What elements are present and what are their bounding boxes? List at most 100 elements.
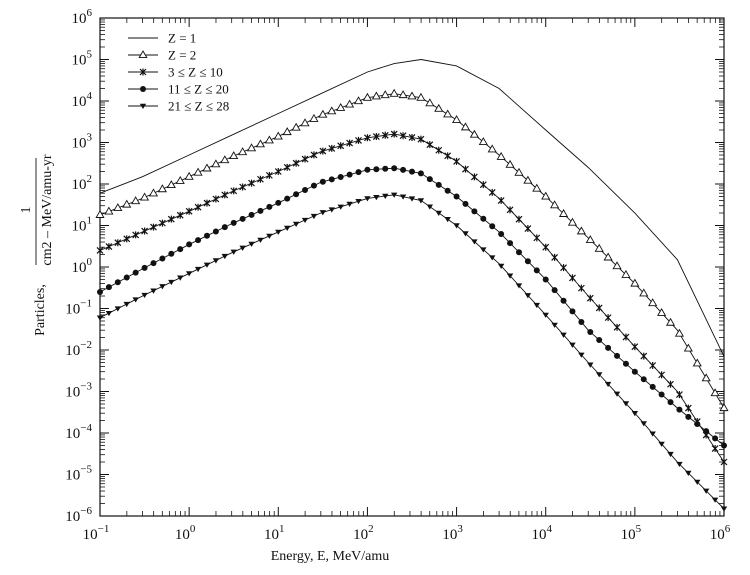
series-marker [273,131,283,140]
series-marker [514,167,524,176]
series-marker [221,253,228,260]
series-marker [327,106,337,115]
series-marker [212,195,220,203]
series-marker [185,271,193,277]
series-marker [97,288,103,295]
series-marker [132,297,139,303]
series-marker [257,207,264,214]
series-marker [390,192,398,198]
series-marker [382,165,389,172]
legend-swatch-marker [139,68,147,76]
series-marker [505,159,515,168]
series-marker [542,312,549,318]
series-marker [470,173,478,181]
series-marker [676,391,683,399]
series-marker [239,215,246,222]
series-marker [586,294,594,302]
series-marker [194,266,202,273]
series-marker [105,284,112,291]
series-marker [248,241,255,247]
series-5 [96,192,728,512]
series-marker [658,441,665,447]
series-marker [203,199,211,207]
series-marker [292,221,300,227]
series-marker [364,166,371,173]
series-marker [372,133,380,141]
series-marker [355,198,362,205]
legend: Z = 1 Z = 2 3 ≤ Z ≤ 10 11 ≤ Z ≤ 20 21 ≤ Z ≤ … [128,31,229,114]
series-marker [694,420,701,427]
series-marker [408,196,416,202]
series-marker [168,279,175,286]
series-marker [381,131,389,139]
series-marker [337,142,345,150]
x-tick-label: 105 [621,523,642,543]
series-marker [371,91,381,100]
series-marker [346,139,354,147]
series-marker [639,288,649,297]
series-marker [176,211,184,219]
series-marker [185,207,193,215]
series-marker [407,91,417,100]
series-marker [489,255,496,261]
series-marker [141,292,148,299]
series-marker [113,203,123,212]
series-marker [542,243,550,251]
series-marker [587,329,594,336]
series-marker [417,135,425,143]
series-marker [453,157,460,165]
series-marker [542,276,549,283]
series-marker [712,435,719,442]
series-marker [203,262,211,268]
series-marker [533,234,541,242]
series-marker [230,187,238,195]
series-marker [497,197,505,205]
series-marker [703,428,710,435]
series-marker [444,187,451,194]
series-marker [159,255,166,262]
series-marker [453,223,460,229]
series-marker [95,210,105,218]
series-marker [658,391,665,398]
series-marker [685,470,692,476]
series-marker [346,171,353,178]
y-tick-label: 102 [72,173,93,193]
series-marker [139,192,150,201]
series-marker [614,352,621,359]
series-marker [122,199,132,208]
series-marker [131,196,141,205]
series-marker [318,109,328,118]
series-marker [159,284,166,290]
series-marker [578,352,585,358]
series-marker [300,118,310,127]
series-marker [96,315,104,321]
series-marker [595,304,603,312]
series-marker [168,250,175,257]
legend-label: Z = 1 [168,31,196,46]
series-marker [426,176,433,183]
series-marker [246,143,257,152]
series-marker [569,342,576,348]
series-marker [480,215,487,222]
series-marker [336,102,346,111]
series-marker [248,179,255,187]
series-marker [569,274,576,282]
x-tick-label: 103 [442,523,463,543]
series-marker [694,479,701,485]
series-marker [649,383,656,390]
series-marker [460,122,471,131]
series-marker [587,362,594,368]
series-marker [167,215,175,223]
series-marker [649,361,657,369]
series-marker [355,136,362,144]
legend-label: Z = 2 [168,48,196,63]
series-4 [97,165,727,449]
series-marker [292,159,300,167]
series-marker [265,171,273,179]
series-marker [631,410,639,417]
series-marker [123,274,130,281]
series-marker [462,200,469,207]
series-marker [337,173,344,180]
series-marker [596,372,603,378]
series-marker [283,163,291,171]
